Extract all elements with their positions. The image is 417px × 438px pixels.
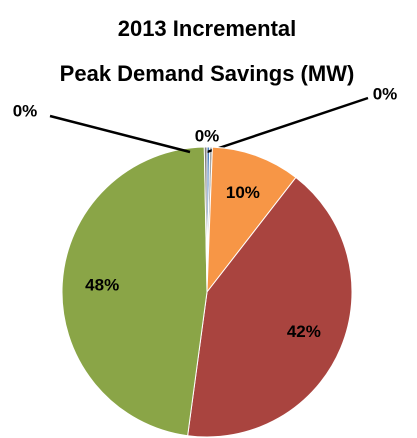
data-label: 0%	[13, 101, 38, 120]
data-label: 42%	[287, 322, 321, 341]
pie-slice	[187, 176, 353, 438]
data-label: 10%	[226, 183, 260, 202]
data-label: 0%	[373, 84, 398, 103]
pie-slice	[206, 146, 297, 294]
chart-title: 2013 Incremental	[118, 16, 297, 41]
pie-slice	[203, 146, 208, 293]
chart-title: Peak Demand Savings (MW)	[60, 61, 355, 86]
data-label: 48%	[85, 275, 119, 294]
leader-line	[206, 96, 369, 154]
pie-slice	[61, 146, 208, 437]
leader-line	[49, 114, 191, 154]
data-label: 0%	[195, 126, 220, 145]
